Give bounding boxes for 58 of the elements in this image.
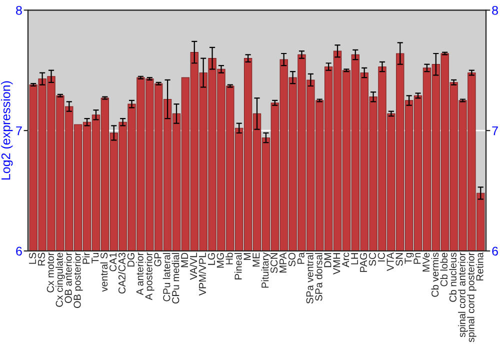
x-tick-label: Cb nucleus: [449, 252, 456, 302]
x-tick-label: Tu: [92, 253, 99, 264]
x-tick-label: VPM/VPL: [198, 252, 206, 296]
x-tick-label: Pituitary: [261, 252, 271, 288]
x-tick-label: VTA: [386, 252, 394, 272]
y2-tick-label: 8: [492, 6, 498, 15]
x-tick-label: LH: [351, 253, 358, 264]
x-tick-label: CPu lateral: [162, 253, 170, 302]
y2-tick-label: 7: [492, 126, 498, 136]
x-tick-label: MG: [216, 253, 224, 268]
x-tick-label: CPu medial: [172, 253, 180, 304]
x-tick-label: MPA: [280, 252, 286, 272]
x-tick-label: DM: [324, 253, 332, 268]
x-tick-label: Pineal: [234, 253, 242, 280]
x-tick-label: ventral S: [100, 252, 108, 292]
y-tick-label: 6: [16, 246, 22, 256]
y-tick-label: 8: [16, 6, 22, 15]
x-tick-label: VA/VL: [190, 252, 198, 280]
x-tick-label: SPa ventral: [306, 253, 314, 304]
x-tick-label: Arc: [342, 252, 350, 268]
x-tick-label: SPa dorsal: [314, 253, 322, 301]
x-tick-label: M: [244, 253, 251, 260]
x-tick-label: ME: [252, 252, 260, 267]
x-tick-label: Pir: [82, 252, 90, 264]
x-tick-label: GP: [154, 252, 162, 266]
x-tick-label: A posterior: [144, 252, 154, 300]
x-tick-label: MD: [181, 252, 188, 268]
x-tick-label: Pa: [297, 252, 304, 264]
x-tick-label: SO: [288, 252, 296, 266]
x-tick-label: Tg: [404, 252, 414, 264]
x-tick-label: Hb: [226, 252, 233, 264]
x-tick-label: VMH: [333, 253, 340, 275]
x-tick-label: CA2/CA3: [118, 252, 126, 294]
x-tick-label: Cx cingulate: [56, 252, 65, 307]
x-tick-label: PAG: [360, 253, 368, 272]
x-tick-label: Cb lobe: [440, 252, 448, 286]
x-tick-label: MVe: [422, 252, 430, 272]
x-tick-label: Cx motor: [46, 252, 54, 292]
x-tick-label: Pn: [414, 252, 421, 264]
x-tick-label: spinal cord anterior: [458, 252, 468, 338]
x-tick-label: LS: [28, 252, 36, 264]
x-tick-label: CA1: [109, 252, 117, 272]
x-tick-label: RS: [38, 252, 45, 266]
y-tick-label: 7: [16, 126, 22, 136]
y2-tick-label: 6: [492, 246, 498, 256]
x-tick-label: LG: [208, 253, 215, 265]
x-tick-label: IC: [378, 252, 385, 262]
x-tick-label: SC: [368, 252, 376, 266]
x-tick-label: SCN: [270, 253, 278, 273]
x-tick-label: DG: [127, 253, 134, 267]
x-tick-label: OB anterior: [64, 252, 72, 303]
x-tick-label: A anterior: [136, 252, 144, 296]
x-tick-label: OB posterior: [73, 252, 83, 308]
x-tick-label: Cb vermis: [431, 252, 439, 297]
x-tick-label: Retina: [476, 252, 484, 280]
x-tick-label: spinal cord posterior: [467, 252, 476, 342]
y-axis-title: Log2 (expression): [1, 81, 13, 180]
x-tick-label: SN: [396, 253, 403, 266]
